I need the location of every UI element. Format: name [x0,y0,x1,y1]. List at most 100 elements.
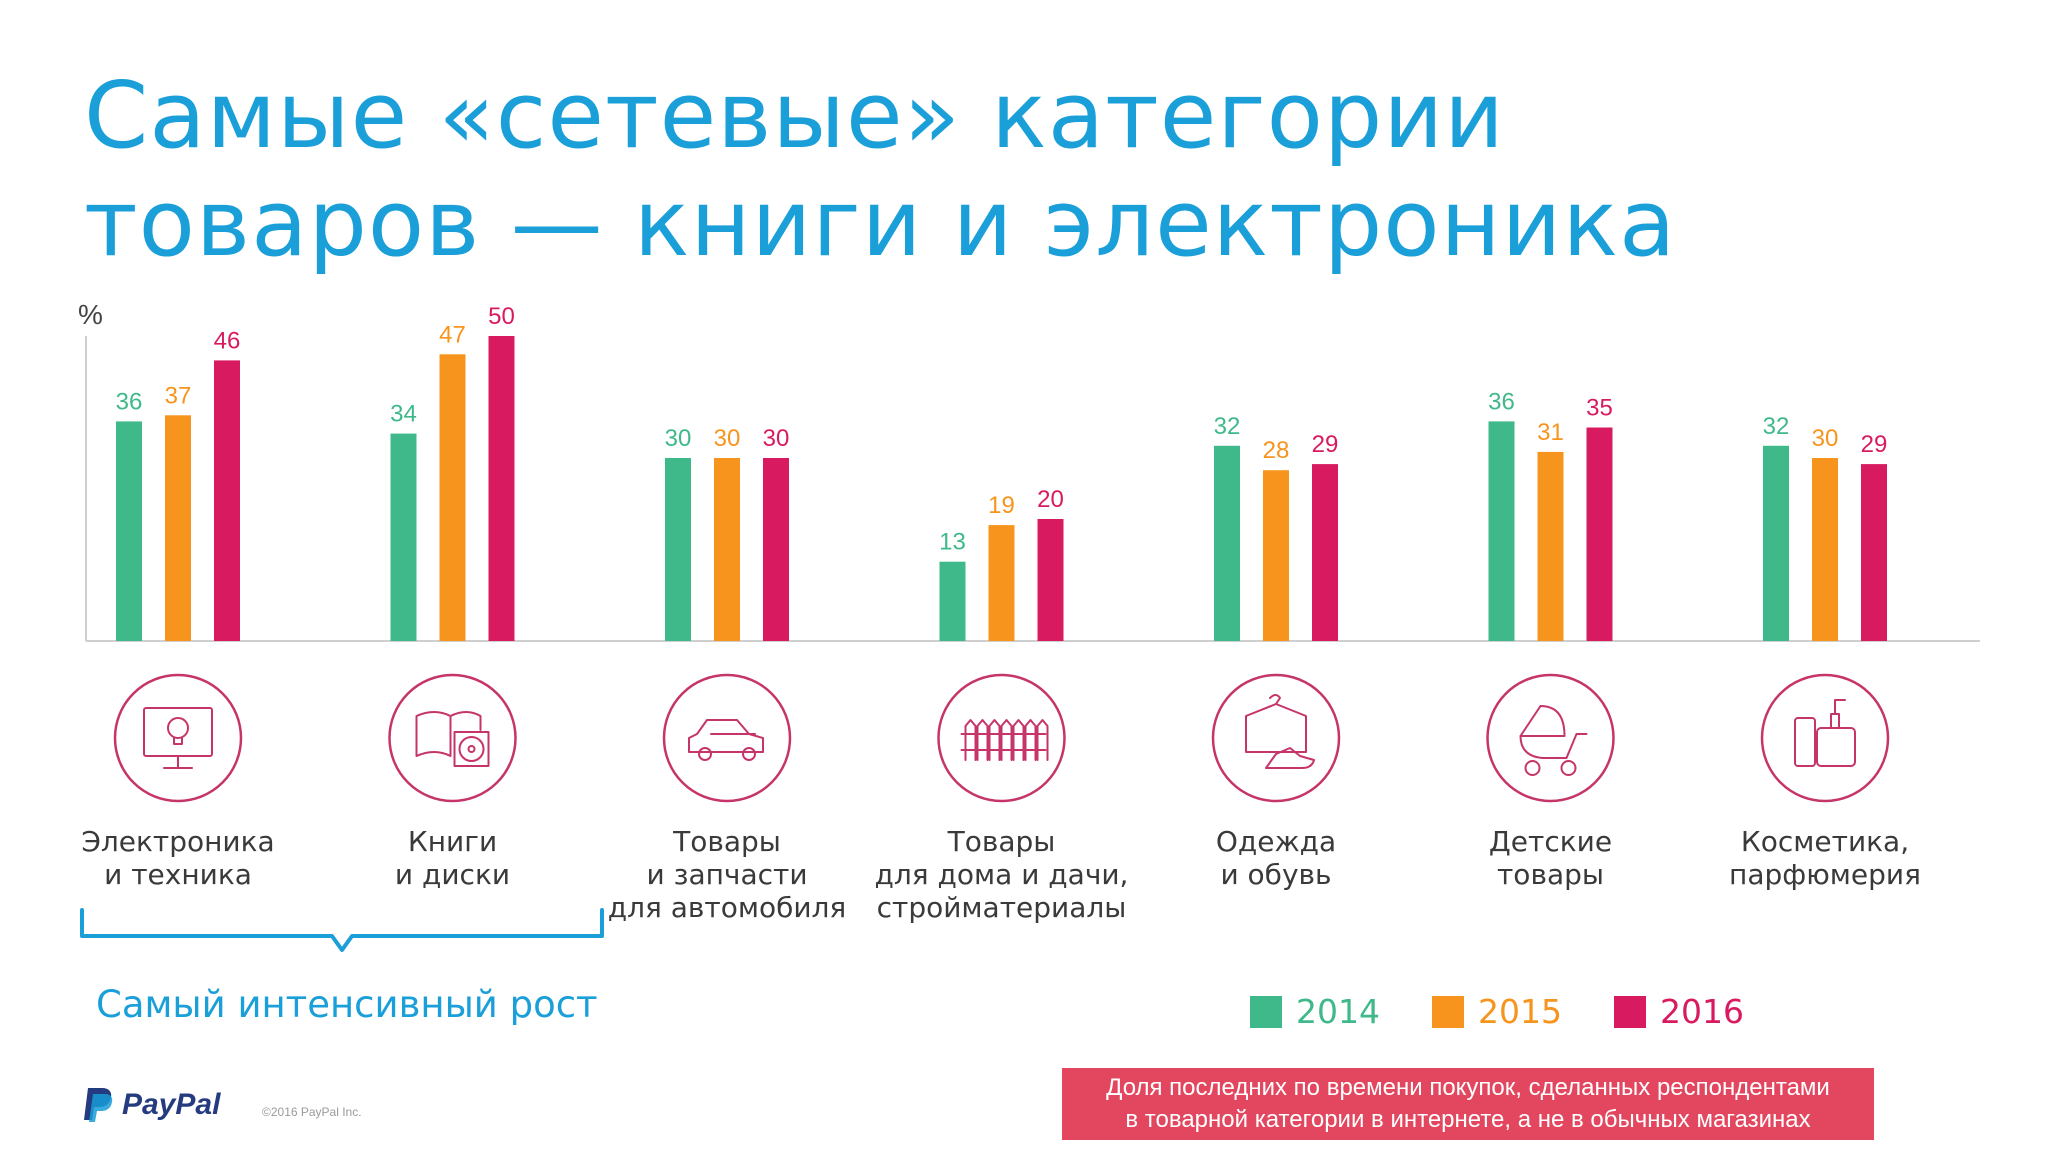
bar-2015-4 [1263,470,1289,641]
paypal-wordmark: PayPal [122,1088,221,1121]
data-label-2014-0: 36 [116,388,143,415]
stroller-body [1519,733,1588,759]
title-line-2: товаров — книги и электроника [84,170,1677,277]
bar-2016-6 [1861,464,1887,641]
bracket-caption: Самый интенсивный рост [96,983,598,1026]
legend-item-2014: 2014 [1250,992,1380,1031]
bar-2014-1 [390,433,417,641]
fence-picket [964,719,977,761]
icon-circle [1211,673,1341,803]
data-label-2015-6: 30 [1812,425,1839,452]
data-label-2015-0: 37 [165,382,192,409]
bar-2014-2 [665,458,691,641]
fence-picket [976,719,989,761]
car-icon [662,673,792,803]
data-label-2014-4: 32 [1214,413,1241,440]
icon-circle [113,673,243,803]
category-label-6: Косметика, парфюмерия [1675,825,1975,891]
category-label-line: Товары [947,825,1056,858]
category-label-line: Книги [407,825,498,858]
icon-circle [1760,673,1890,803]
growth-bracket [80,908,604,952]
category-label-line: и диски [394,858,511,891]
icon-circle [662,673,792,803]
bar-2015-6 [1812,458,1838,641]
paypal-logo: PayPal [82,1086,220,1124]
shoe [1265,747,1315,769]
data-label-2014-2: 30 [665,425,692,452]
data-label-2015-2: 30 [714,425,741,452]
icon-circle [388,673,517,803]
book-left [415,711,452,757]
disc-case [453,731,490,767]
data-label-2016-3: 20 [1037,486,1064,513]
legend-swatch [1250,995,1282,1028]
bulb-base [173,737,183,745]
data-label-2016-0: 46 [214,327,241,354]
legend-swatch [1431,995,1464,1028]
legend-item-2016: 2016 [1613,992,1744,1031]
hanger-hook [1269,694,1281,705]
data-label-2015-5: 31 [1537,419,1564,446]
bar-2014-3 [939,561,966,641]
pump [1830,699,1846,729]
clothes-shoe-icon [1211,673,1341,803]
data-label-2014-6: 32 [1763,413,1790,440]
bar-2015-2 [714,458,740,641]
bar-2015-5 [1537,451,1564,641]
bar-2014-4 [1214,445,1240,641]
bar-2014-0 [116,421,142,641]
data-label-2015-1: 47 [439,321,466,348]
stroller-wheel [1524,760,1541,776]
stroller-hood [1519,705,1566,737]
car-wheel-rear [742,747,756,761]
category-label-5: Детские товары [1401,825,1701,891]
stroller-wheel [1560,760,1577,776]
copyright: ©2016 PayPal Inc. [262,1105,362,1119]
category-label-0: Электроника и техника [28,825,328,891]
monitor-screen [143,707,213,757]
disc [458,736,485,762]
bar-2016-3 [1037,519,1064,641]
legend-label: 2016 [1659,992,1744,1031]
paypal-icon [84,1088,113,1122]
data-label-2016-2: 30 [763,425,790,452]
icon-circle [1486,673,1615,803]
fence-picket [1012,719,1025,761]
bar-2015-0 [165,415,191,641]
category-label-line: парфюмерия [1729,858,1921,891]
fence-picket [1036,719,1049,761]
footnote-line-2: в товарной категории в интернете, а не в… [1125,1106,1811,1133]
legend-swatch [1613,995,1646,1028]
bar-2016-4 [1312,464,1338,641]
category-label-line: стройматериалы [876,891,1127,924]
bar-2016-1 [488,336,515,641]
category-label-line: для автомобиля [607,891,847,924]
category-label-1: Книги и диски [303,825,603,891]
fence-picket [988,719,1001,761]
data-label-2016-6: 29 [1861,431,1888,458]
y-axis-label: % [78,299,103,330]
icon-circle [937,673,1066,803]
category-label-line: Электроника [81,825,275,858]
fence-picket [1024,719,1037,761]
data-label-2014-3: 13 [939,529,966,556]
category-label-4: Одежда и обувь [1126,825,1426,891]
bar-2015-3 [988,525,1015,641]
stroller-icon [1486,673,1615,803]
cosmetics-icon [1760,673,1890,803]
footnote: Доля последних по времени покупок, сдела… [1062,1068,1874,1140]
bar-2014-6 [1763,445,1789,641]
car-body [688,719,764,753]
legend-label: 2015 [1477,992,1562,1031]
bar-2015-1 [439,354,466,641]
shirt [1245,703,1307,753]
book-right [449,711,482,731]
bar-2016-0 [214,360,240,641]
category-label-line: для дома и дачи, [874,858,1129,891]
data-label-2015-3: 19 [988,492,1015,519]
category-label-2: Товары и запчасти для автомобиля [577,825,877,924]
category-label-3: Товары для дома и дачи, стройматериалы [852,825,1152,924]
footnote-line-1: Доля последних по времени покупок, сдела… [1106,1074,1830,1101]
bottle [1816,727,1856,767]
